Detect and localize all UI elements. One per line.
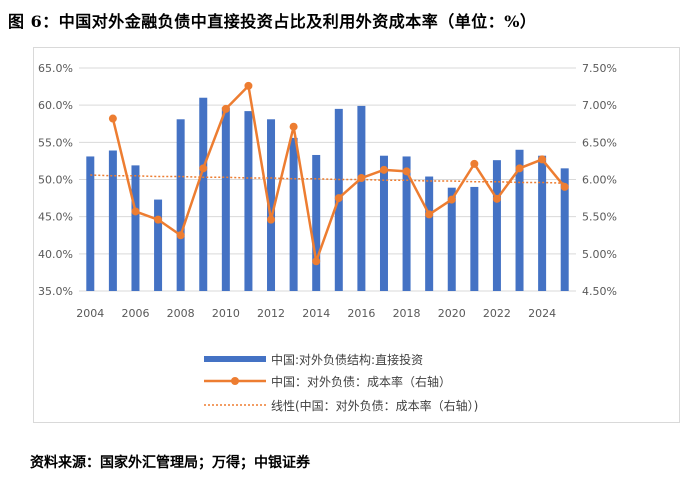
chart-svg: 35.0% 40.0% 45.0% 50.0% 55.0% 60.0% 65.0% 4.50%…	[38, 62, 617, 413]
y-left-tick-label: 65.0%	[38, 62, 73, 75]
cost-rate-point	[538, 155, 547, 164]
bar-series	[86, 97, 569, 291]
chart-title: 图 6：中国对外金融负债中直接投资占比及利用外资成本率（单位：%）	[8, 12, 537, 31]
y-right-tick-label: 4.50%	[582, 285, 617, 298]
cost-rate-point	[312, 257, 321, 266]
y-left-tick-label: 35.0%	[38, 285, 73, 298]
cost-rate-point	[379, 165, 388, 174]
cost-rate-point	[334, 194, 343, 203]
bar	[515, 149, 524, 291]
bar	[470, 186, 479, 291]
bar	[447, 187, 456, 291]
cost-rate-point	[131, 207, 140, 216]
bar	[402, 156, 411, 291]
cost-rate-point	[289, 122, 298, 131]
y-left-tick-label: 55.0%	[38, 136, 73, 149]
bar	[425, 176, 434, 291]
axis-layer: 35.0% 40.0% 45.0% 50.0% 55.0% 60.0% 65.0% 4.50%…	[38, 62, 617, 320]
cost-rate-point	[492, 194, 501, 203]
x-tick-label: 2012	[257, 307, 285, 320]
cost-rate-point	[402, 167, 411, 176]
legend: 中国:对外负债结构:直接投资 中国：对外负债：成本率（右轴） 线性(中国：对外负…	[204, 352, 478, 413]
y-right-tick-label: 7.00%	[582, 99, 617, 112]
x-tick-label: 2006	[121, 307, 149, 320]
x-tick-label: 2004	[76, 307, 104, 320]
cost-rate-series	[108, 81, 569, 266]
x-tick-label: 2010	[212, 307, 240, 320]
cost-rate-point	[154, 215, 163, 224]
y-right-tick-label: 6.00%	[582, 174, 617, 187]
bar	[131, 165, 140, 291]
x-tick-label: 2024	[528, 307, 556, 320]
bar	[244, 111, 253, 291]
bar	[538, 155, 547, 291]
legend-line-marker	[231, 377, 239, 385]
bar	[221, 107, 230, 291]
bar	[379, 155, 388, 291]
bar	[86, 156, 95, 291]
cost-rate-point	[357, 174, 366, 183]
trend-series	[90, 174, 565, 184]
bar	[312, 154, 321, 291]
trend-line	[90, 174, 565, 184]
x-tick-label: 2020	[438, 307, 466, 320]
bar	[357, 105, 366, 291]
x-tick-label: 2014	[302, 307, 330, 320]
y-right-tick-label: 6.50%	[582, 136, 617, 149]
cost-rate-point	[470, 159, 479, 168]
y-right-tick-label: 7.50%	[582, 62, 617, 75]
x-tick-label: 2018	[393, 307, 421, 320]
x-tick-label: 2008	[167, 307, 195, 320]
y-right-tick-label: 5.00%	[582, 248, 617, 261]
cost-rate-point	[560, 182, 569, 191]
x-tick-label: 2016	[347, 307, 375, 320]
cost-rate-point	[425, 210, 434, 219]
bar	[154, 199, 163, 291]
y-left-tick-label: 40.0%	[38, 248, 73, 261]
bar	[108, 150, 117, 291]
cost-rate-point	[108, 114, 117, 123]
legend-bar-label: 中国:对外负债结构:直接投资	[271, 352, 423, 367]
cost-rate-point	[447, 195, 456, 204]
cost-rate-point	[267, 215, 276, 224]
bar	[199, 97, 208, 291]
y-left-tick-label: 45.0%	[38, 211, 73, 224]
cost-rate-point	[515, 164, 524, 173]
legend-trend-label: 线性(中国：对外负债：成本率（右轴）)	[271, 398, 478, 413]
bar	[560, 168, 569, 291]
y-left-tick-label: 60.0%	[38, 99, 73, 112]
bar	[289, 137, 298, 291]
bar	[492, 160, 501, 291]
chart-frame: 35.0% 40.0% 45.0% 50.0% 55.0% 60.0% 65.0% 4.50%…	[33, 47, 680, 423]
cost-rate-point	[199, 164, 208, 173]
legend-line-label: 中国：对外负债：成本率（右轴）	[271, 374, 451, 389]
bar	[267, 119, 276, 291]
source-note: 资料来源：国家外汇管理局；万得；中银证券	[30, 455, 310, 471]
cost-rate-point	[244, 81, 253, 90]
cost-rate-point	[176, 231, 185, 240]
cost-rate-point	[221, 104, 230, 113]
y-left-tick-label: 50.0%	[38, 174, 73, 187]
y-right-tick-label: 5.50%	[582, 211, 617, 224]
x-tick-label: 2022	[483, 307, 511, 320]
bar	[176, 119, 185, 291]
legend-bar-swatch	[204, 356, 266, 362]
